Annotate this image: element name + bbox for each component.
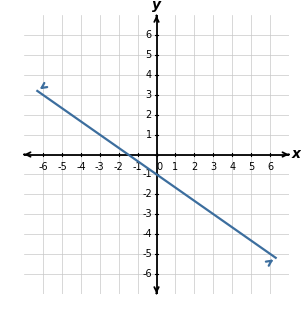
- Text: -3: -3: [142, 209, 152, 219]
- Text: -5: -5: [57, 163, 67, 172]
- Text: 6: 6: [267, 163, 273, 172]
- Text: 2: 2: [146, 110, 152, 120]
- Text: 6: 6: [146, 30, 152, 40]
- Text: 4: 4: [146, 70, 152, 80]
- Text: -2: -2: [114, 163, 123, 172]
- Text: 5: 5: [146, 50, 152, 60]
- Text: -1: -1: [133, 163, 142, 172]
- Text: 1: 1: [146, 130, 152, 140]
- Text: 3: 3: [146, 90, 152, 100]
- Text: -4: -4: [142, 229, 152, 239]
- Text: 5: 5: [248, 163, 254, 172]
- Text: -1: -1: [142, 169, 152, 179]
- Text: -6: -6: [142, 269, 152, 279]
- Text: 1: 1: [172, 163, 178, 172]
- Text: x: x: [292, 147, 301, 162]
- Text: 0: 0: [156, 163, 163, 172]
- Text: 3: 3: [210, 163, 216, 172]
- Text: -2: -2: [142, 189, 152, 199]
- Text: y: y: [152, 0, 161, 12]
- Text: -3: -3: [95, 163, 104, 172]
- Text: 2: 2: [191, 163, 197, 172]
- Text: -6: -6: [38, 163, 48, 172]
- Text: 4: 4: [229, 163, 235, 172]
- Text: -4: -4: [76, 163, 86, 172]
- Text: -5: -5: [142, 249, 152, 259]
